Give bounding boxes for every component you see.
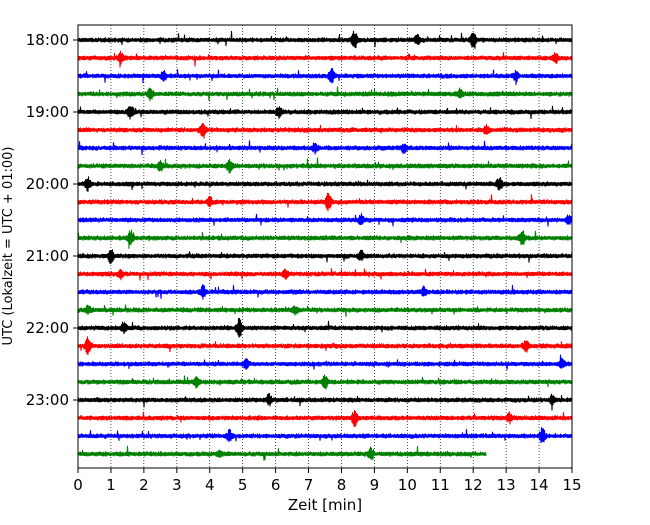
trace-21:30 <box>77 284 573 300</box>
trace-23:45 <box>77 445 487 461</box>
y-tick-label: 18:00 <box>26 31 69 49</box>
x-tick-label: 9 <box>370 476 380 494</box>
x-tick-label: 3 <box>172 476 182 494</box>
trace-22:00 <box>77 317 573 338</box>
x-tick-label: 12 <box>464 476 483 494</box>
trace-19:15 <box>77 122 573 139</box>
trace-21:45 <box>77 304 573 317</box>
trace-19:30 <box>77 140 573 156</box>
x-tick-label: 0 <box>73 476 83 494</box>
x-tick-label: 11 <box>431 476 450 494</box>
trace-18:30 <box>77 67 573 86</box>
trace-23:00 <box>77 393 573 411</box>
trace-23:15 <box>77 409 573 428</box>
tick-layer: 0 1 2 3 4 5 6 7 8 9 10 11 12 13 14 1518:0019:0020:0021:… <box>26 31 582 494</box>
x-tick-label: 13 <box>497 476 516 494</box>
y-tick-label: 23:00 <box>26 391 69 409</box>
x-tick-label: 10 <box>398 476 417 494</box>
trace-20:15 <box>77 192 573 212</box>
x-tick-label: 7 <box>304 476 314 494</box>
y-tick-label: 20:00 <box>26 175 69 193</box>
trace-20:00 <box>77 176 573 192</box>
trace-22:45 <box>77 374 573 390</box>
trace-20:30 <box>77 213 573 227</box>
x-tick-label: 2 <box>139 476 149 494</box>
trace-21:00 <box>77 249 573 265</box>
trace-22:30 <box>77 354 573 371</box>
trace-18:15 <box>77 50 573 68</box>
trace-23:30 <box>77 427 573 444</box>
y-tick-label: 19:00 <box>26 103 69 121</box>
trace-21:15 <box>77 268 573 281</box>
trace-20:45 <box>77 229 573 249</box>
y-axis-label: UTC (Lokalzeit = UTC + 01:00) <box>1 147 16 346</box>
trace-18:45 <box>77 86 573 102</box>
trace-18:00 <box>77 30 573 49</box>
trace-19:45 <box>77 157 573 174</box>
x-tick-label: 6 <box>271 476 281 494</box>
grid-layer <box>110 25 540 468</box>
plot-frame <box>77 24 573 469</box>
trace-layer <box>77 30 573 461</box>
x-tick-label: 4 <box>205 476 215 494</box>
trace-19:00 <box>77 105 573 120</box>
x-tick-label: 8 <box>337 476 347 494</box>
y-tick-label: 22:00 <box>26 319 69 337</box>
y-tick-label: 21:00 <box>26 247 69 265</box>
x-axis-label: Zeit [min] <box>288 496 362 514</box>
x-tick-label: 14 <box>530 476 549 494</box>
trace-22:15 <box>77 336 573 356</box>
x-tick-label: 15 <box>562 476 581 494</box>
x-tick-label: 1 <box>106 476 116 494</box>
x-tick-label: 5 <box>238 476 248 494</box>
